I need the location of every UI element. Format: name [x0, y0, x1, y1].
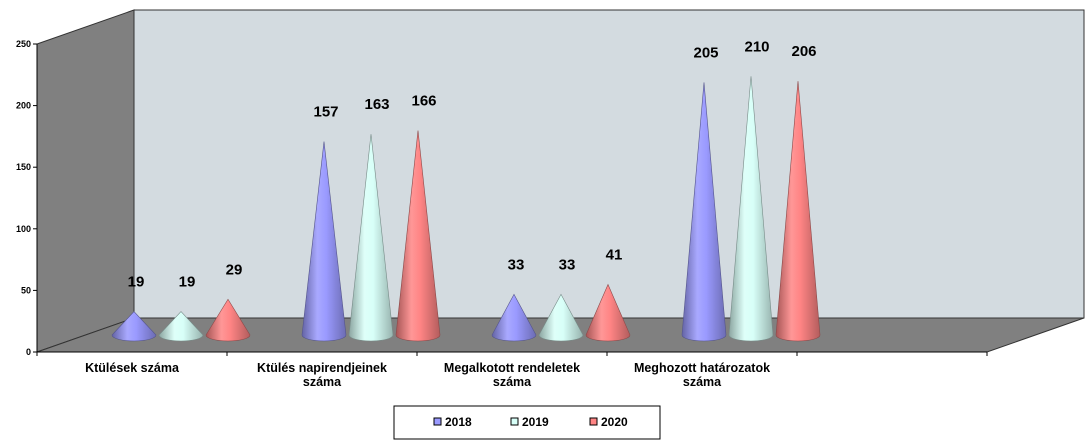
- legend-label-2020: 2020: [601, 415, 628, 429]
- data-label: 205: [693, 44, 718, 61]
- y-tick-label: 100: [16, 224, 31, 234]
- x-category-label: Ktülések száma: [85, 361, 180, 375]
- data-label: 163: [364, 96, 389, 113]
- data-label: 19: [128, 274, 145, 291]
- y-tick-label: 0: [26, 347, 31, 357]
- x-category-label: Megalkotott rendeletek: [444, 361, 580, 375]
- data-label: 33: [508, 256, 525, 273]
- x-category-label: Ktülés napirendjeinek: [257, 361, 387, 375]
- legend: 2018 2019 2020: [394, 406, 660, 439]
- data-label: 206: [791, 43, 816, 60]
- legend-swatch-2019: [511, 418, 518, 425]
- data-label: 41: [606, 246, 623, 263]
- data-label: 210: [744, 38, 769, 55]
- data-label: 166: [411, 92, 436, 109]
- x-category-label: Meghozott határozatok: [634, 361, 770, 375]
- y-tick-label: 250: [16, 39, 31, 49]
- back-wall: [134, 10, 1084, 318]
- x-category-label: száma: [493, 375, 532, 389]
- y-tick-label: 200: [16, 101, 31, 111]
- data-label: 33: [559, 256, 576, 273]
- y-tick-label: 150: [16, 162, 31, 172]
- data-label: 29: [226, 261, 243, 278]
- legend-swatch-2018: [434, 418, 441, 425]
- x-category-label: száma: [683, 375, 722, 389]
- legend-swatch-2020: [590, 418, 597, 425]
- legend-label-2019: 2019: [522, 415, 549, 429]
- data-label: 157: [313, 104, 338, 121]
- y-tick-label: 50: [21, 285, 31, 295]
- side-wall: [37, 10, 134, 352]
- legend-label-2018: 2018: [445, 415, 472, 429]
- x-category-label: száma: [303, 375, 342, 389]
- data-label: 19: [179, 274, 196, 291]
